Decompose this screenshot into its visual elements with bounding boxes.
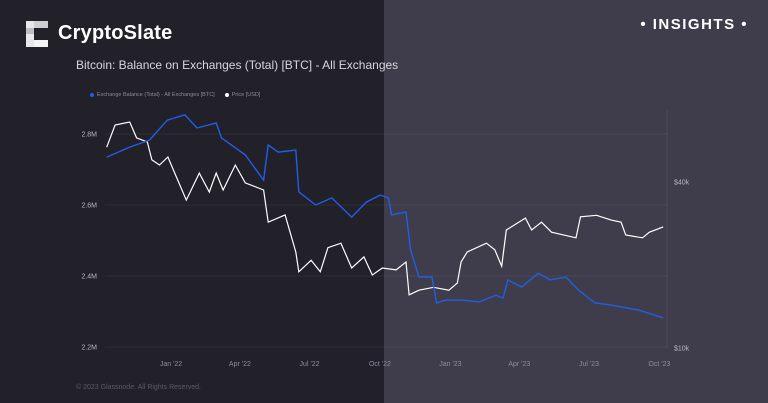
x-tick-label: Jan '22 [160,361,182,368]
legend-item-price: Price [USD] [224,92,261,98]
insights-badge: • INSIGHTS • [640,16,748,33]
legend-price-dot-icon [224,93,229,97]
legend-item-balance: Exchange Balance (Total) - All Exchanges… [90,92,215,98]
x-tick-label: Oct '22 [369,361,391,368]
cryptoslate-logo-icon [26,21,48,47]
y-left-tick-label: 2.6M [81,203,97,210]
y-left-tick-label: 2.2M [81,345,97,352]
y-left-tick-label: 2.8M [81,132,97,139]
x-tick-label: Oct '23 [648,361,670,368]
x-tick-label: Jul '23 [579,361,599,368]
legend-balance-label: Exchange Balance (Total) - All Exchanges… [97,92,215,98]
chart-title: Bitcoin: Balance on Exchanges (Total) [B… [76,58,399,72]
y-right-tick-label: $10k [674,346,690,353]
x-tick-label: Jan '23 [439,361,461,368]
brand-name: CryptoSlate [58,22,173,44]
y-left-tick-label: 2.4M [81,274,97,281]
x-tick-label: Jul '22 [300,361,320,368]
copyright-text: © 2023 Glassnode. All Rights Reserved. [76,384,202,391]
x-tick-label: Apr '23 [508,361,530,368]
legend-price-label: Price [USD] [231,92,261,98]
background-right-panel [384,0,768,403]
legend-balance-dot-icon [90,93,94,97]
y-right-tick-label: $40k [674,180,690,187]
insights-label: INSIGHTS [652,16,736,33]
x-tick-label: Apr '22 [229,361,251,368]
balance-series-line [106,114,664,319]
price-series-line [106,121,664,296]
chart-legend: Exchange Balance (Total) - All Exchanges… [90,92,260,98]
